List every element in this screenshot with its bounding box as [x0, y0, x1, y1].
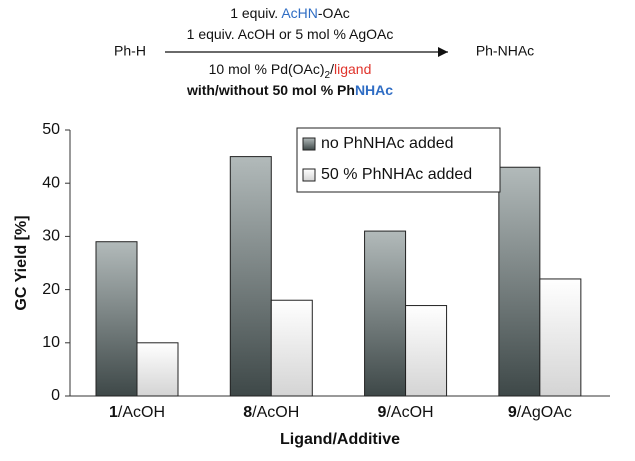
scheme-text: with/without 50 mol % Ph [186, 82, 355, 98]
product: Ph-NHAc [476, 43, 534, 59]
y-tick-label: 20 [42, 281, 60, 298]
bar [405, 305, 448, 397]
y-tick-label: 0 [51, 387, 60, 404]
bar [136, 342, 179, 397]
scheme-text: 1 equiv. AcOH or 5 mol % AgOAc [187, 26, 394, 42]
y-tick-label: 40 [42, 174, 60, 191]
scheme-text: ligand [334, 61, 371, 77]
x-tick-label: 9/AgOAc [508, 404, 572, 421]
bar [95, 241, 138, 397]
scheme-text: 1 equiv. [230, 5, 281, 21]
x-tick-label: 1/AcOH [109, 404, 165, 421]
scheme-text: -OAc [318, 5, 350, 21]
x-tick-label: 9/AcOH [378, 404, 434, 421]
x-axis-title: Ligand/Additive [280, 431, 400, 448]
scheme-line: 1 equiv. AcOH or 5 mol % AgOAc [187, 26, 394, 42]
scheme-text: 10 mol % Pd(OAc) [209, 61, 325, 77]
y-tick-label: 50 [42, 121, 60, 138]
y-tick-label: 30 [42, 228, 60, 245]
scheme-text: NHAc [355, 82, 393, 98]
legend-swatch [302, 168, 316, 182]
legend-box [296, 127, 501, 193]
scheme-text: / [330, 61, 334, 77]
legend-swatch [302, 137, 316, 151]
arrow-head [438, 47, 448, 57]
legend-label: no PhNHAc added [321, 135, 454, 152]
x-tick-label: 8/AcOH [243, 404, 299, 421]
bar [498, 166, 541, 397]
legend-label: 50 % PhNHAc added [321, 166, 472, 183]
scheme-line: with/without 50 mol % PhNHAc [186, 82, 393, 98]
scheme-line: 10 mol % Pd(OAc)2/ligand [209, 61, 372, 81]
bar [539, 278, 582, 397]
scheme-text: 2 [325, 70, 331, 81]
reactant: Ph-H [114, 43, 146, 59]
bar [364, 230, 407, 397]
y-tick-label: 10 [42, 334, 60, 351]
bar [229, 156, 272, 397]
scheme-line: 1 equiv. AcHN-OAc [230, 5, 350, 21]
y-axis-title: GC Yield [%] [13, 215, 30, 310]
scheme-text: AcHN [281, 5, 318, 21]
bar [270, 299, 313, 397]
